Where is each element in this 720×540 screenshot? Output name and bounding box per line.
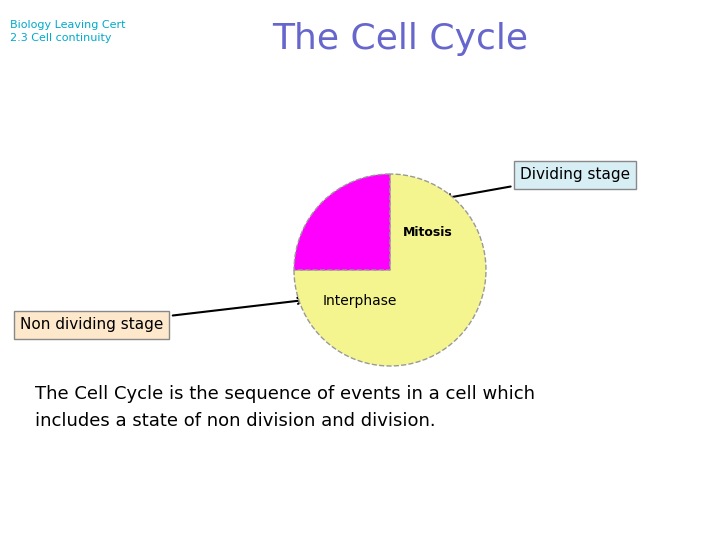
Text: Mitosis: Mitosis — [402, 226, 452, 239]
Text: Dividing stage: Dividing stage — [444, 167, 630, 200]
Text: includes a state of non division and division.: includes a state of non division and div… — [35, 412, 436, 430]
Wedge shape — [294, 174, 390, 270]
Text: 2.3 Cell continuity: 2.3 Cell continuity — [10, 33, 112, 43]
Text: Biology Leaving Cert: Biology Leaving Cert — [10, 20, 125, 30]
Text: Interphase: Interphase — [323, 294, 397, 308]
Text: The Cell Cycle is the sequence of events in a cell which: The Cell Cycle is the sequence of events… — [35, 385, 535, 403]
Text: The Cell Cycle: The Cell Cycle — [272, 22, 528, 56]
Text: Non dividing stage: Non dividing stage — [20, 298, 304, 333]
Wedge shape — [294, 174, 486, 366]
